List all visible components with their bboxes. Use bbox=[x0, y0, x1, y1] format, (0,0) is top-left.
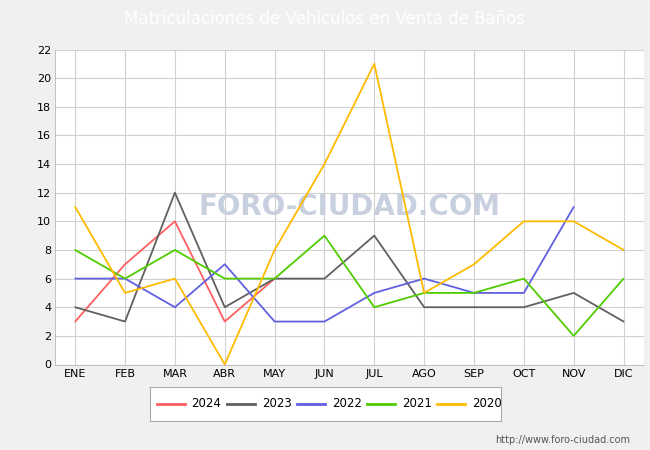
Text: 2023: 2023 bbox=[262, 397, 292, 410]
Text: 2020: 2020 bbox=[473, 397, 502, 410]
Text: 2022: 2022 bbox=[332, 397, 362, 410]
Text: 2021: 2021 bbox=[402, 397, 432, 410]
Text: Matriculaciones de Vehiculos en Venta de Baños: Matriculaciones de Vehiculos en Venta de… bbox=[125, 10, 525, 28]
Text: http://www.foro-ciudad.com: http://www.foro-ciudad.com bbox=[495, 435, 630, 445]
Text: 2024: 2024 bbox=[192, 397, 222, 410]
Text: FORO-CIUDAD.COM: FORO-CIUDAD.COM bbox=[198, 193, 500, 221]
